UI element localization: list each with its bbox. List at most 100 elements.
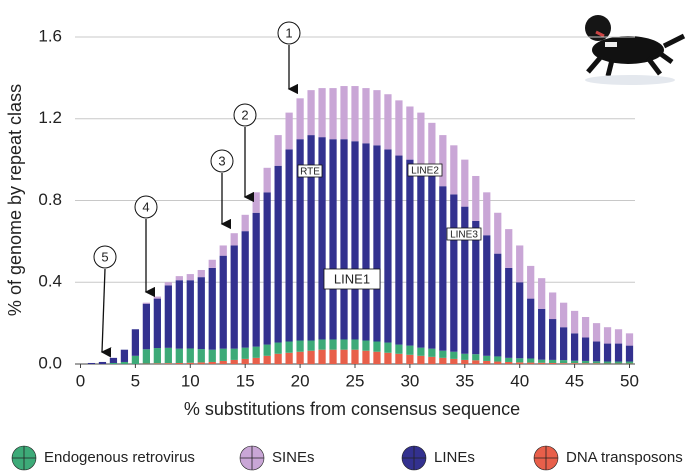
bar-segment — [428, 122, 436, 174]
bar-segment — [527, 265, 535, 299]
bar-segment — [329, 139, 337, 340]
bar-segment — [505, 229, 513, 268]
segment-label: RTE — [300, 167, 320, 178]
bar-segment — [230, 348, 238, 360]
bar-segment — [603, 327, 612, 344]
bar-segment — [153, 298, 161, 349]
annotation-arrow — [100, 268, 112, 358]
bar-segment — [406, 106, 414, 160]
segment-label-box — [323, 268, 381, 290]
segment-label-box — [297, 164, 323, 178]
bar-segment — [592, 363, 601, 364]
x-tick-label: 40 — [510, 371, 529, 390]
legend-icon-lines — [534, 446, 558, 470]
legend-label: Endogenous retrovirus — [44, 449, 195, 466]
bar-segment — [175, 276, 183, 281]
bar-segment — [230, 233, 238, 246]
annotation-circle — [210, 149, 234, 173]
legend-label: SINEs — [272, 449, 315, 466]
bar-segment — [505, 361, 513, 364]
bar-segment — [472, 360, 480, 364]
bar-segment — [549, 292, 557, 320]
bar-segment — [428, 348, 436, 357]
y-tick-label: 1.2 — [38, 108, 62, 127]
bar-segment — [362, 340, 370, 351]
bar-segment — [417, 355, 425, 364]
bar-segment — [373, 145, 381, 342]
annotation-number: 5 — [101, 249, 108, 264]
bar-segment — [263, 167, 271, 193]
bar-segment — [329, 349, 337, 364]
bar-segment — [197, 362, 205, 364]
bar-segment — [625, 345, 634, 362]
x-tick-label: 25 — [346, 371, 365, 390]
bar-segment — [362, 143, 370, 341]
bar-segment — [483, 355, 491, 361]
annotation-circle — [233, 103, 257, 127]
bar-segment — [527, 362, 535, 364]
bar-segment — [592, 323, 601, 342]
bar-segment — [614, 361, 623, 364]
bar-segment — [494, 356, 502, 362]
bar-segment — [318, 137, 326, 340]
bar-segment — [197, 349, 205, 363]
bar-segment — [483, 192, 491, 236]
bar-segment — [153, 363, 161, 364]
bar-segment — [219, 360, 227, 364]
bar-segment — [505, 267, 513, 358]
bar-segment — [142, 303, 150, 350]
bar-segment — [197, 277, 205, 350]
bar-segment — [406, 345, 414, 355]
bar-segment — [263, 344, 271, 356]
bar-segment — [241, 358, 249, 364]
bar-segment — [340, 86, 348, 140]
bar-segment — [373, 90, 381, 146]
bar-segment — [472, 175, 480, 221]
bar-segment — [208, 349, 216, 362]
bar-segment — [318, 349, 326, 364]
y-tick-label: 0.8 — [38, 190, 62, 209]
bar-segment — [318, 88, 326, 138]
y-tick-label: 1.6 — [38, 26, 62, 45]
bar-segment — [516, 245, 524, 283]
bar-segment — [570, 360, 579, 364]
bar-segment — [164, 347, 172, 364]
bar-segment — [164, 282, 172, 286]
bar-segment — [373, 351, 381, 364]
bar-segment — [581, 363, 590, 364]
bar-segment — [395, 353, 403, 364]
bar-segment — [285, 149, 293, 342]
bar-segment — [307, 340, 315, 351]
x-tick-label: 5 — [131, 371, 140, 390]
bar-segment — [417, 347, 425, 356]
bar-segment — [263, 355, 271, 364]
bar-segment — [494, 212, 502, 254]
x-tick-label: 0 — [76, 371, 85, 390]
bar-segment — [329, 339, 337, 350]
bar-segment — [241, 347, 249, 359]
bar-segment — [120, 349, 129, 362]
bar-segment — [153, 348, 161, 364]
legend-icon-lines — [240, 446, 264, 470]
legend-icon-lines — [402, 446, 426, 470]
bar-segment — [252, 212, 260, 347]
bar-segment — [494, 253, 502, 357]
bar-segment — [285, 352, 293, 364]
bar-segment — [516, 282, 524, 359]
bar-segment — [307, 350, 315, 364]
bar-segment — [439, 186, 447, 351]
bar-segment — [263, 192, 271, 345]
bar-segment — [450, 145, 458, 195]
bar-segment — [208, 267, 216, 350]
bar-segment — [560, 360, 568, 364]
bar-segment — [406, 159, 414, 346]
bar-segment — [318, 339, 326, 350]
bar-segment — [307, 90, 315, 136]
bar-segment — [472, 220, 480, 355]
bar-segment — [538, 362, 546, 364]
legend-label: LINEs — [434, 449, 475, 466]
bar-segment — [527, 358, 535, 363]
bar-segment — [538, 359, 546, 363]
bar-segment — [461, 359, 469, 364]
bar-segment — [230, 245, 238, 349]
